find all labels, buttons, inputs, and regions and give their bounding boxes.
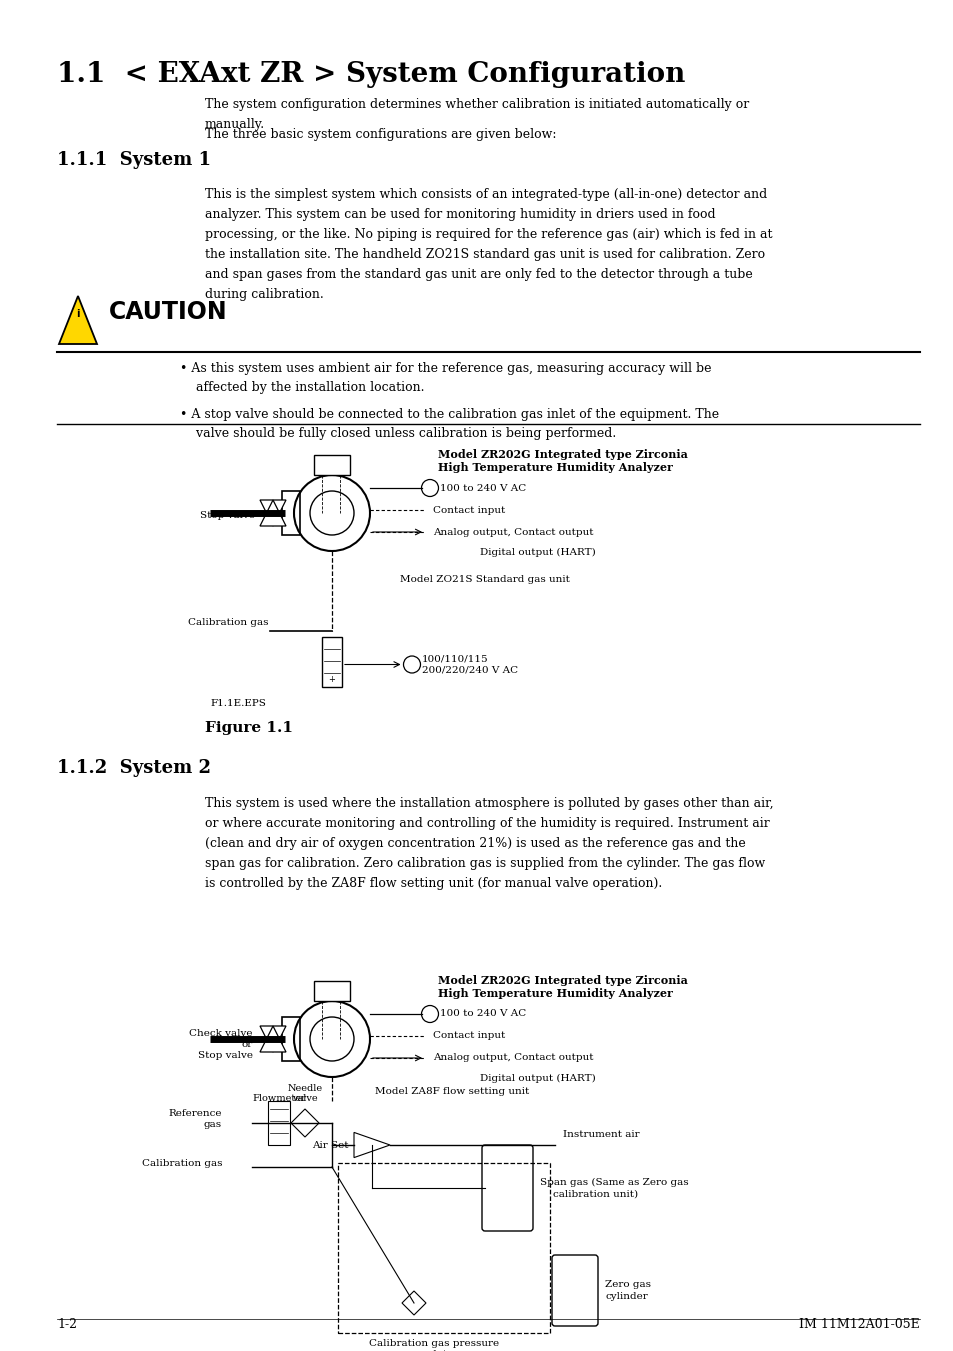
Text: This system is used where the installation atmosphere is polluted by gases other: This system is used where the installati… [205, 797, 773, 890]
Text: Figure 1.1: Figure 1.1 [205, 721, 293, 735]
Text: Stop valve: Stop valve [200, 511, 254, 520]
Bar [322, 638, 341, 688]
Text: The system configuration determines whether calibration is initiated automatical: The system configuration determines whet… [205, 99, 748, 131]
Text: i: i [76, 309, 80, 319]
Text: Reference
gas: Reference gas [169, 1109, 222, 1129]
Bar [282, 490, 299, 535]
Bar [282, 1017, 299, 1061]
Text: Air Set: Air Set [313, 1140, 349, 1150]
Text: • A stop valve should be connected to the calibration gas inlet of the equipment: • A stop valve should be connected to th… [180, 408, 719, 440]
Text: Calibration gas pressure
regulator: Calibration gas pressure regulator [369, 1339, 498, 1351]
Text: IM 11M12A01-05E: IM 11M12A01-05E [799, 1319, 919, 1331]
Text: 1.1.2  System 2: 1.1.2 System 2 [57, 759, 211, 777]
Text: 1.1  < EXAxt ZR > System Configuration: 1.1 < EXAxt ZR > System Configuration [57, 61, 684, 88]
Text: +: + [328, 674, 335, 684]
Text: F1.1E.EPS: F1.1E.EPS [210, 698, 266, 708]
Text: Contact input: Contact input [433, 1032, 505, 1040]
Polygon shape [354, 1132, 390, 1158]
Text: Span gas (Same as Zero gas
    calibration unit): Span gas (Same as Zero gas calibration u… [539, 1178, 688, 1198]
Text: This is the simplest system which consists of an integrated-type (all-in-one) de: This is the simplest system which consis… [205, 188, 772, 301]
Text: Digital output (HART): Digital output (HART) [479, 1074, 595, 1082]
Text: 1-2: 1-2 [57, 1319, 77, 1331]
Text: Model ZR202G Integrated type Zirconia
High Temperature Humidity Analyzer: Model ZR202G Integrated type Zirconia Hi… [437, 449, 687, 473]
Text: Zero gas
cylinder: Zero gas cylinder [604, 1281, 650, 1301]
Polygon shape [59, 296, 97, 345]
Text: The three basic system configurations are given below:: The three basic system configurations ar… [205, 128, 556, 141]
Text: Calibration gas: Calibration gas [188, 617, 268, 627]
Text: Model ZO21S Standard gas unit: Model ZO21S Standard gas unit [399, 574, 569, 584]
Text: CAUTION: CAUTION [109, 300, 228, 324]
Text: Contact input: Contact input [433, 505, 505, 515]
Polygon shape [260, 500, 286, 526]
Text: Calibration gas: Calibration gas [141, 1159, 222, 1167]
Text: Model ZA8F flow setting unit: Model ZA8F flow setting unit [375, 1086, 529, 1096]
Bar [314, 981, 350, 1001]
Bar [314, 455, 350, 476]
Polygon shape [291, 1109, 318, 1138]
Text: Analog output, Contact output: Analog output, Contact output [433, 527, 593, 536]
FancyBboxPatch shape [552, 1255, 598, 1325]
Text: 1.1.1  System 1: 1.1.1 System 1 [57, 151, 211, 169]
Text: Needle
valve: Needle valve [287, 1084, 322, 1102]
Polygon shape [401, 1292, 426, 1315]
Polygon shape [260, 1025, 286, 1052]
FancyBboxPatch shape [481, 1146, 533, 1231]
Text: 100 to 240 V AC: 100 to 240 V AC [439, 1009, 526, 1019]
Bar [268, 1101, 290, 1146]
Text: Flowmeter: Flowmeter [252, 1094, 306, 1102]
Text: Check valve
or
Stop valve: Check valve or Stop valve [190, 1029, 253, 1061]
Text: Analog output, Contact output: Analog output, Contact output [433, 1054, 593, 1062]
Text: Model ZR202G Integrated type Zirconia
High Temperature Humidity Analyzer: Model ZR202G Integrated type Zirconia Hi… [437, 975, 687, 998]
Text: 100 to 240 V AC: 100 to 240 V AC [439, 484, 526, 493]
Text: 100/110/115
200/220/240 V AC: 100/110/115 200/220/240 V AC [421, 654, 517, 676]
Polygon shape [260, 1025, 286, 1052]
Text: Instrument air: Instrument air [562, 1129, 639, 1139]
Text: • As this system uses ambient air for the reference gas, measuring accuracy will: • As this system uses ambient air for th… [180, 362, 711, 394]
Polygon shape [260, 500, 286, 526]
Text: Digital output (HART): Digital output (HART) [479, 547, 595, 557]
